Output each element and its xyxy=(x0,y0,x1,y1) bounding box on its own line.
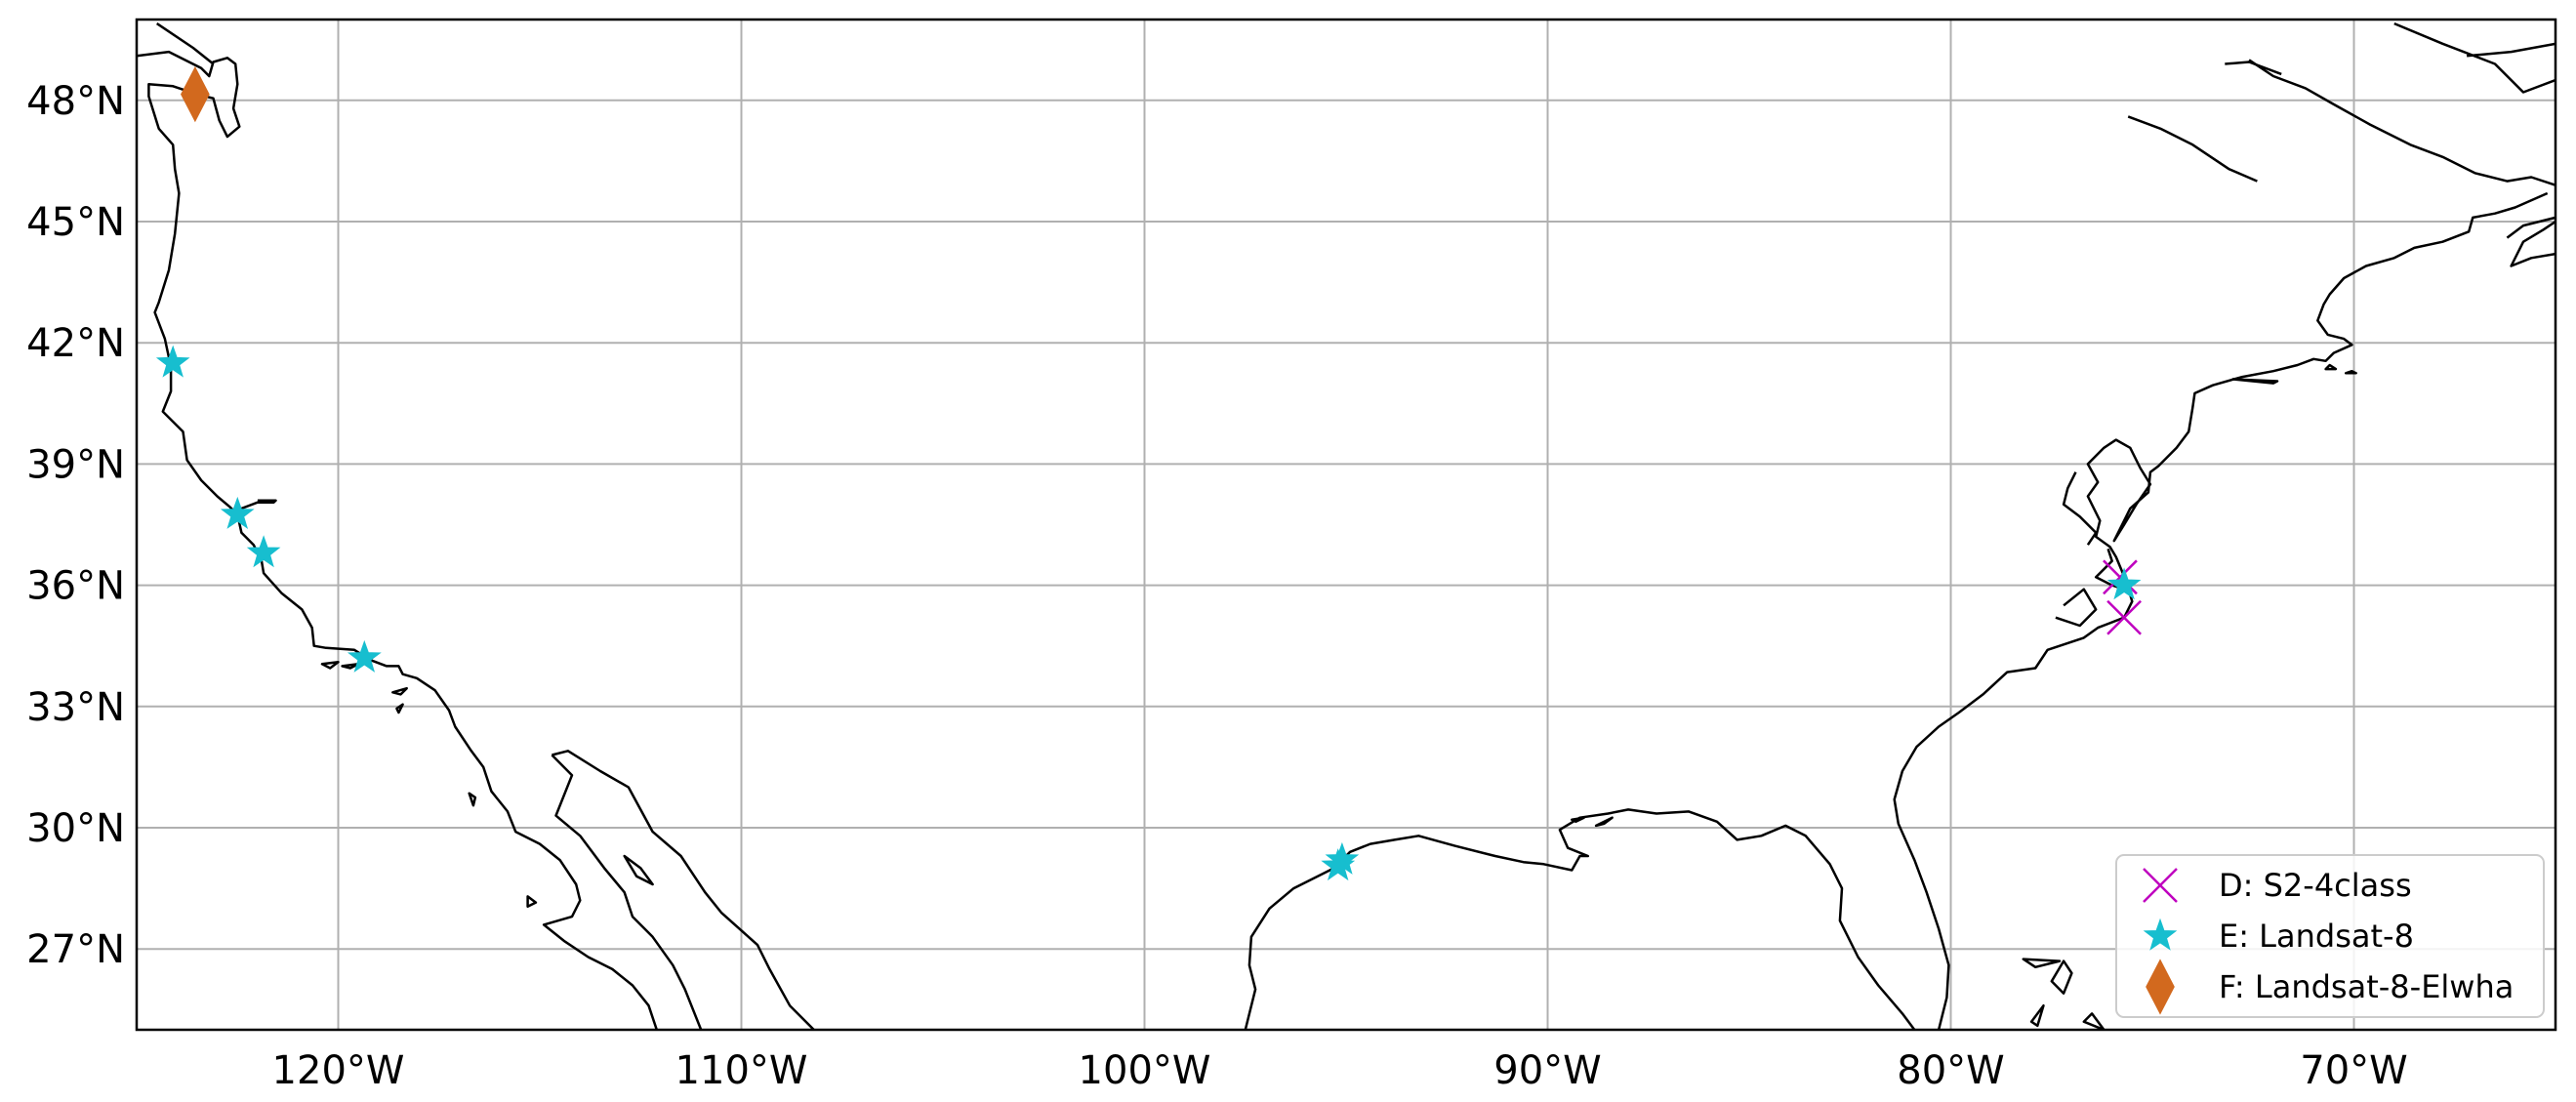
coastline xyxy=(2127,115,2258,183)
star-marker xyxy=(347,639,382,673)
lon-tick-label: 110°W xyxy=(675,1048,808,1093)
lon-tick-label: 70°W xyxy=(2300,1048,2407,1093)
lat-tick-label: 27°N xyxy=(26,927,125,972)
legend-box xyxy=(2115,854,2545,1018)
legend-label: F: Landsat-8-Elwha xyxy=(2219,968,2514,1005)
lat-tick-label: 36°N xyxy=(26,564,125,609)
star-marker xyxy=(220,496,255,529)
axis-ticks: 120°W 110°W 100°W 90°W 80°W 70°W 48°N 45°N 42°N 3… xyxy=(26,79,2408,1093)
island-outline xyxy=(1594,816,1614,828)
star-marker xyxy=(1321,848,1356,881)
star-marker xyxy=(2106,567,2142,600)
gridlines xyxy=(137,20,2556,1030)
cross-marker xyxy=(2106,599,2142,635)
diamond-marker xyxy=(181,65,210,123)
lat-tick-label: 30°N xyxy=(26,806,125,851)
island-outline xyxy=(2082,1012,2106,1030)
island-outline xyxy=(341,663,360,670)
island-outline xyxy=(2029,1003,2045,1028)
coastline xyxy=(156,22,215,65)
site-markers xyxy=(155,65,2142,881)
coastline xyxy=(137,50,658,1030)
island-outline xyxy=(2022,958,2062,969)
legend: D: S2-4class E: Landsat-8 F: Landsat-8-Elw… xyxy=(2115,854,2545,1018)
island-outline xyxy=(2050,959,2073,995)
lat-tick-label: 48°N xyxy=(26,79,125,124)
island-outline xyxy=(395,703,404,714)
lon-tick-label: 100°W xyxy=(1079,1048,1211,1093)
coastline xyxy=(2055,588,2098,628)
island-outline xyxy=(2231,378,2279,385)
coastline xyxy=(2248,59,2556,186)
island-outline xyxy=(2324,363,2338,371)
coastline xyxy=(2510,220,2556,267)
coastline xyxy=(2506,216,2556,239)
lat-tick-label: 45°N xyxy=(26,200,125,245)
legend-cross-marker-icon xyxy=(2143,868,2178,903)
legend-diamond-marker-icon xyxy=(2146,959,2175,1015)
star-marker xyxy=(246,535,281,568)
legend-label: E: Landsat-8 xyxy=(2219,918,2414,955)
legend-star-marker-icon xyxy=(2143,918,2178,951)
coastline xyxy=(2225,61,2282,76)
lat-tick-label: 39°N xyxy=(26,442,125,487)
lon-tick-label: 120°W xyxy=(272,1048,405,1093)
lon-tick-label: 80°W xyxy=(1897,1048,2004,1093)
island-outline xyxy=(2344,369,2357,375)
coastline xyxy=(2062,471,2098,546)
coastline xyxy=(2466,42,2556,58)
island-outline xyxy=(526,895,538,908)
island-outline xyxy=(468,792,477,807)
star-marker xyxy=(155,345,190,378)
island-outline xyxy=(320,661,340,670)
coastline xyxy=(551,754,703,1030)
coastline xyxy=(2393,21,2556,94)
lat-tick-label: 33°N xyxy=(26,685,125,730)
island-outline xyxy=(623,854,654,886)
legend-label: D: S2-4class xyxy=(2219,867,2412,904)
island-outline xyxy=(1571,816,1585,824)
coastline xyxy=(1893,191,2549,1030)
island-outline xyxy=(391,686,408,696)
coastline xyxy=(552,750,815,1030)
map-frame xyxy=(135,18,2557,1032)
coastline xyxy=(2094,548,2125,591)
lon-tick-label: 90°W xyxy=(1493,1048,1601,1093)
lat-tick-label: 42°N xyxy=(26,321,125,366)
